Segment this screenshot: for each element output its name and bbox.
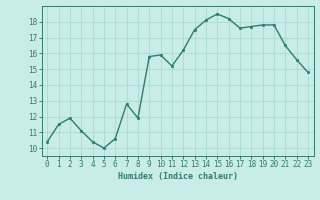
X-axis label: Humidex (Indice chaleur): Humidex (Indice chaleur) bbox=[118, 172, 237, 181]
